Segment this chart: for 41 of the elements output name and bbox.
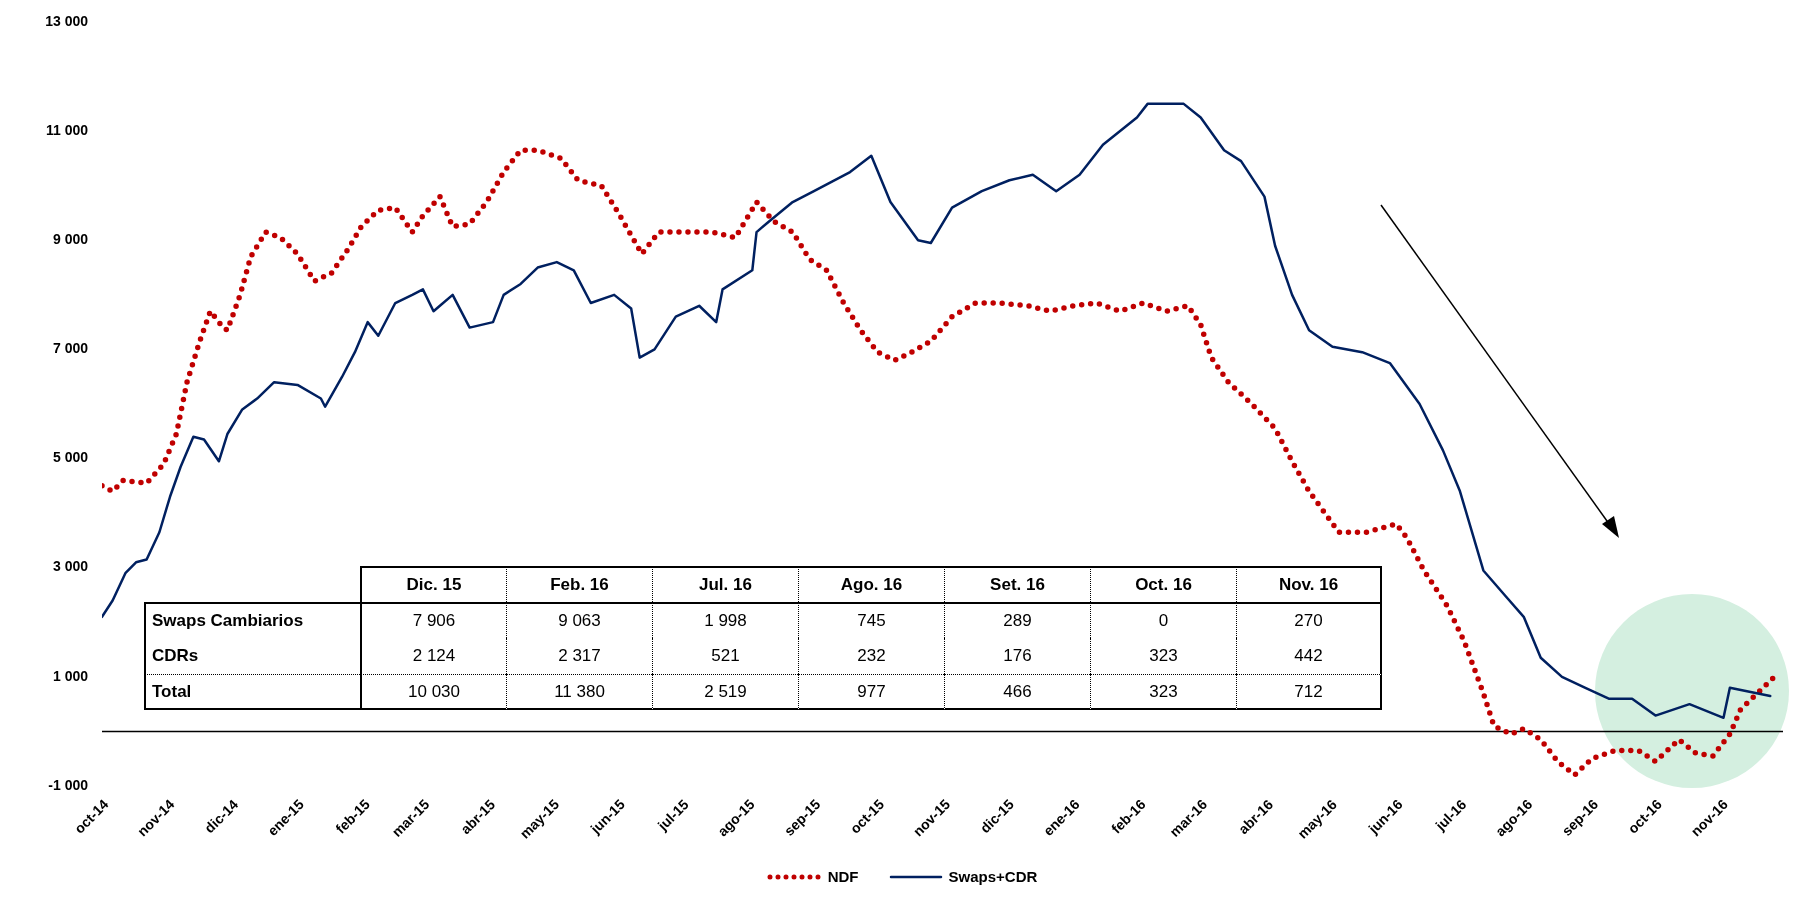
- annotation: 745: [798, 602, 944, 638]
- annotation: Swaps Cambiarios: [144, 602, 360, 638]
- y-tick-label: 1 000: [52, 667, 89, 684]
- annotation: 11 380: [506, 674, 652, 710]
- annotation: 0: [1090, 602, 1236, 638]
- y-tick-label: 11 000: [45, 121, 89, 138]
- annotation: 2 317: [506, 638, 652, 674]
- annotation: 232: [798, 638, 944, 674]
- legend-label: Swaps+CDR: [948, 868, 1038, 885]
- y-tick-label: 9 000: [52, 230, 89, 247]
- annotation: 1 998: [652, 602, 798, 638]
- annotation: 9 063: [506, 602, 652, 638]
- annotation: 2 519: [652, 674, 798, 710]
- annotation: Nov. 16: [1236, 566, 1382, 602]
- annotation: 442: [1236, 638, 1382, 674]
- annotation: 270: [1236, 602, 1382, 638]
- y-tick-label: 3 000: [52, 558, 89, 575]
- annotation: 521: [652, 638, 798, 674]
- annotation: 289: [944, 602, 1090, 638]
- annotation: Ago. 16: [798, 566, 944, 602]
- annotation: 712: [1236, 674, 1382, 710]
- annotation: Set. 16: [944, 566, 1090, 602]
- y-tick-label: -1 000: [48, 776, 89, 793]
- annotation: Feb. 16: [506, 566, 652, 602]
- annotation: Oct. 16: [1090, 566, 1236, 602]
- y-tick-label: 13 000: [45, 12, 89, 29]
- annotation: 466: [944, 674, 1090, 710]
- annotation: 323: [1090, 638, 1236, 674]
- annotation: CDRs: [144, 638, 360, 674]
- annotation: 2 124: [360, 638, 506, 674]
- annotation: 7 906: [360, 602, 506, 638]
- y-tick-label: 5 000: [52, 449, 89, 466]
- annotation: Jul. 16: [652, 566, 798, 602]
- annotation: Dic. 15: [360, 566, 506, 602]
- annotation: 10 030: [360, 674, 506, 710]
- annotation: 977: [798, 674, 944, 710]
- legend-label: NDF: [827, 868, 859, 885]
- annotation: 176: [944, 638, 1090, 674]
- annotation: Total: [144, 674, 360, 710]
- annotation: 323: [1090, 674, 1236, 710]
- y-tick-label: 7 000: [52, 340, 89, 357]
